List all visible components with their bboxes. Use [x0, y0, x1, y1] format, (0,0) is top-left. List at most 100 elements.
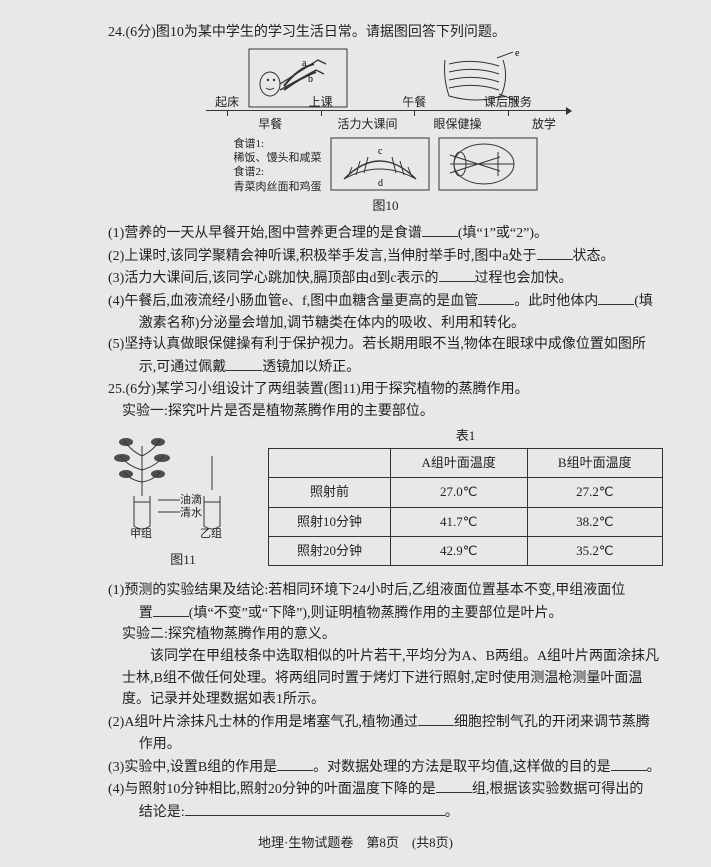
tl-top-3: 课后服务: [484, 93, 532, 112]
blank[interactable]: [611, 756, 647, 771]
tbl-r0c2: 27.2℃: [527, 478, 662, 507]
tbl-h1: A组叶面温度: [390, 449, 527, 478]
q24-4c: (填: [634, 294, 653, 309]
fig11-yi: 乙组: [200, 526, 222, 543]
blank[interactable]: [478, 290, 514, 305]
tl-bot-0: 早餐: [258, 115, 282, 134]
fig11-jia: 甲组: [130, 526, 152, 543]
fig10-caption: 图10: [206, 196, 566, 216]
tbl-r1c2: 38.2℃: [527, 507, 662, 536]
q25-3a: (3)实验中,设置B组的作用是: [108, 760, 277, 775]
dia-label-c: c: [378, 146, 383, 157]
q24-4: (4)午餐后,血液流经小肠血管e、f,图中血糖含量更高的是血管 。此时他体内 (填: [108, 290, 663, 313]
q24-5a: (5)坚持认真做眼保健操有利于保护视力。若长期用眼不当,物体在眼球中成像位置如图…: [108, 334, 663, 356]
breakfast-menu: 食谱1: 稀饭、馒头和咸菜 食谱2: 青菜肉丝面和鸡蛋: [234, 137, 322, 194]
q25-header: 25.(6分)某学习小组设计了两组装置(图11)用于探究植物的蒸腾作用。: [108, 379, 663, 401]
q25-4d: 。: [445, 805, 459, 820]
exam-page: 24.(6分)图10为某中学生的学习生活日常。请据图回答下列问题。 a b: [0, 0, 711, 867]
tl-top-0: 起床: [215, 93, 239, 112]
q24-3: (3)活力大课间后,该同学心跳加快,膈顶部由d到c表示的 过程也会加快。: [108, 267, 663, 290]
page-footer: 地理·生物试题卷 第8页 (共8页): [0, 833, 711, 853]
q25-3b: 。对数据处理的方法是取平均值,这样做的目的是: [313, 760, 611, 775]
q25-4b: 组,根据该实验数据可得出的: [472, 782, 644, 797]
blank[interactable]: [422, 222, 458, 237]
tbl-r2c0: 照射20分钟: [269, 536, 391, 565]
q25-3c: 。: [647, 760, 661, 775]
tl-top-1: 上课: [309, 93, 333, 112]
q24-4b: 。此时他体内: [514, 294, 598, 309]
menu1-title: 食谱1:: [234, 137, 322, 151]
q24-2a: (2)上课时,该同学聚精会神听课,积极举手发言,当伸肘举手时,图中a处于: [108, 249, 537, 264]
tbl-r2c1: 42.9℃: [390, 536, 527, 565]
blank[interactable]: [418, 711, 454, 726]
blank[interactable]: [277, 756, 313, 771]
q25-2c: 作用。: [108, 734, 663, 756]
blank[interactable]: [439, 267, 475, 282]
menu2-title: 食谱2:: [234, 165, 322, 179]
figure-10: a b e f 起床 上课 午餐 课后服务 早餐 活力大课间: [206, 48, 566, 216]
q24-4a: (4)午餐后,血液流经小肠血管e、f,图中血糖含量更高的是血管: [108, 294, 478, 309]
q24-header: 24.(6分)图10为某中学生的学习生活日常。请据图回答下列问题。: [108, 22, 663, 44]
tbl-r2c2: 35.2℃: [527, 536, 662, 565]
tbl-r0c0: 照射前: [269, 478, 391, 507]
tbl-r1c1: 41.7℃: [390, 507, 527, 536]
q24-2: (2)上课时,该同学聚精会神听课,积极举手发言,当伸肘举手时,图中a处于 状态。: [108, 245, 663, 268]
q24-1b: (填“1”或“2”)。: [458, 226, 548, 241]
blank[interactable]: [537, 245, 573, 260]
tl-bot-3: 放学: [532, 115, 556, 134]
q24-5: 示,可通过佩戴 透镜加以矫正。: [108, 356, 663, 379]
table-1-title: 表1: [268, 426, 663, 446]
q24-3b: 过程也会加快。: [475, 271, 573, 286]
q25-3: (3)实验中,设置B组的作用是 。对数据处理的方法是取平均值,这样做的目的是 。: [108, 756, 663, 779]
q25-4: (4)与照射10分钟相比,照射20分钟的叶面温度下降的是 组,根据该实验数据可得出…: [108, 778, 663, 801]
q24-3a: (3)活力大课间后,该同学心跳加快,膈顶部由d到c表示的: [108, 271, 439, 286]
tbl-r0c1: 27.0℃: [390, 478, 527, 507]
menu1: 稀饭、馒头和咸菜: [234, 151, 322, 165]
q25-pa: 该同学在甲组枝条中选取相似的叶片若干,平均分为A、B两组。A组叶片两面涂抹凡: [108, 646, 663, 668]
tbl-h0: [269, 449, 391, 478]
q25-exp2: 实验二:探究植物蒸腾作用的意义。: [108, 624, 663, 646]
tbl-h2: B组叶面温度: [527, 449, 662, 478]
q25-4l2: 结论是: 。: [108, 801, 663, 824]
q24-5c: 透镜加以矫正。: [262, 360, 360, 375]
table-1-wrap: 表1 A组叶面温度 B组叶面温度 照射前 27.0℃ 27.2℃ 照射10分钟 …: [268, 426, 663, 566]
q24-1: (1)营养的一天从早餐开始,图中营养更合理的是食谱 (填“1”或“2”)。: [108, 222, 663, 245]
table-1: A组叶面温度 B组叶面温度 照射前 27.0℃ 27.2℃ 照射10分钟 41.…: [268, 448, 663, 566]
dia-label-d: d: [378, 178, 383, 189]
q25-1a: (1)预测的实验结果及结论:若相同环境下24小时后,乙组液面位置基本不变,甲组液…: [108, 580, 663, 602]
q25-pc: 度。记录并处理数据如表1所示。: [108, 689, 663, 711]
q25-4c: 结论是:: [139, 805, 185, 820]
figure-11: 油滴 清水 甲组 乙组 图11: [108, 426, 258, 576]
blank[interactable]: [436, 778, 472, 793]
fig11-caption: 图11: [108, 550, 258, 570]
q25-pb: 士林,B组不做任何处理。将两组同时置于烤灯下进行照射,定时使用测温枪测量叶面温: [108, 668, 663, 690]
q25-exp1: 实验一:探究叶片是否是植物蒸腾作用的主要部位。: [108, 401, 663, 423]
blank[interactable]: [153, 602, 189, 617]
tl-top-2: 午餐: [402, 93, 426, 112]
q24-5b: 示,可通过佩戴: [139, 360, 227, 375]
timeline: 起床 上课 午餐 课后服务 早餐 活力大课间 眼保健操 放学: [206, 110, 566, 129]
fig11-water: 清水: [180, 505, 202, 522]
tl-bot-2: 眼保健操: [433, 115, 481, 134]
intestine-label-e: e: [515, 48, 520, 59]
blank-long[interactable]: [185, 801, 445, 816]
eye-diagram: [438, 137, 538, 191]
diaphragm-diagram: c d: [330, 137, 430, 191]
q25-4a: (4)与照射10分钟相比,照射20分钟的叶面温度下降的是: [108, 782, 436, 797]
arm-label-a: a: [302, 58, 307, 69]
q25-2: (2)A组叶片涂抹凡士林的作用是堵塞气孔,植物通过 细胞控制气孔的开闭来调节蒸腾: [108, 711, 663, 734]
arm-label-b: b: [308, 74, 313, 85]
q25-1: 置 (填“不变”或“下降”),则证明植物蒸腾作用的主要部位是叶片。: [108, 602, 663, 625]
q24-4d: 激素名称)分泌量会增加,调节糖类在体内的吸收、利用和转化。: [108, 313, 663, 335]
q24-2b: 状态。: [573, 249, 615, 264]
q25-1c: (填“不变”或“下降”),则证明植物蒸腾作用的主要部位是叶片。: [189, 606, 563, 621]
arm-diagram: a b: [248, 48, 348, 108]
menu2: 青菜肉丝面和鸡蛋: [234, 180, 322, 194]
q25-2b: 细胞控制气孔的开闭来调节蒸腾: [454, 715, 650, 730]
q25-1b: 置: [139, 606, 153, 621]
q25-2a: (2)A组叶片涂抹凡士林的作用是堵塞气孔,植物通过: [108, 715, 418, 730]
blank[interactable]: [598, 290, 634, 305]
blank[interactable]: [226, 356, 262, 371]
q24-1a: (1)营养的一天从早餐开始,图中营养更合理的是食谱: [108, 226, 422, 241]
tl-bot-1: 活力大课间: [337, 115, 397, 134]
